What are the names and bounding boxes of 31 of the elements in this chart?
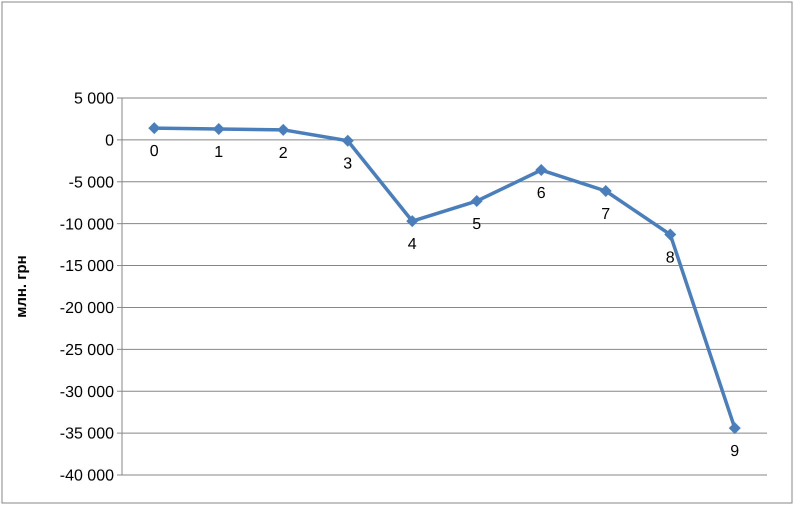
point (728, 422, 741, 434)
y-tick-label: -25 000 (60, 342, 114, 359)
point (406, 215, 418, 228)
point (277, 124, 290, 136)
y-tick-label: -10 000 (60, 216, 114, 234)
y-tick-label: -30 000 (60, 384, 114, 401)
point (600, 184, 612, 197)
y-tick-label: 5 000 (74, 90, 114, 108)
y-tick-label: 0 (105, 132, 114, 150)
x-tick-label: 8 (666, 250, 675, 267)
y-tick-label: -15 000 (60, 258, 114, 276)
x-tick-label: 3 (343, 156, 352, 173)
y-tick-label: -40 000 (60, 468, 114, 485)
x-tick-label: 0 (150, 143, 159, 160)
x-tick-label: 9 (730, 443, 740, 460)
point (212, 123, 225, 135)
point (664, 228, 676, 241)
y-tick-label: -35 000 (60, 426, 114, 443)
point (470, 195, 483, 208)
x-tick-label: 7 (601, 206, 610, 223)
y-axis-title: млн. грн (13, 255, 30, 318)
x-tick-label: 4 (408, 236, 417, 254)
x-tick-label: 1 (214, 144, 224, 161)
point (342, 134, 354, 147)
point (148, 122, 160, 134)
x-tick-label: 2 (278, 144, 288, 162)
y-tick-label: -5 000 (68, 174, 114, 192)
x-tick-label: 6 (536, 185, 546, 202)
y-tick-label: -20 000 (60, 300, 114, 318)
x-tick-label: 5 (472, 216, 482, 234)
point (535, 164, 548, 176)
